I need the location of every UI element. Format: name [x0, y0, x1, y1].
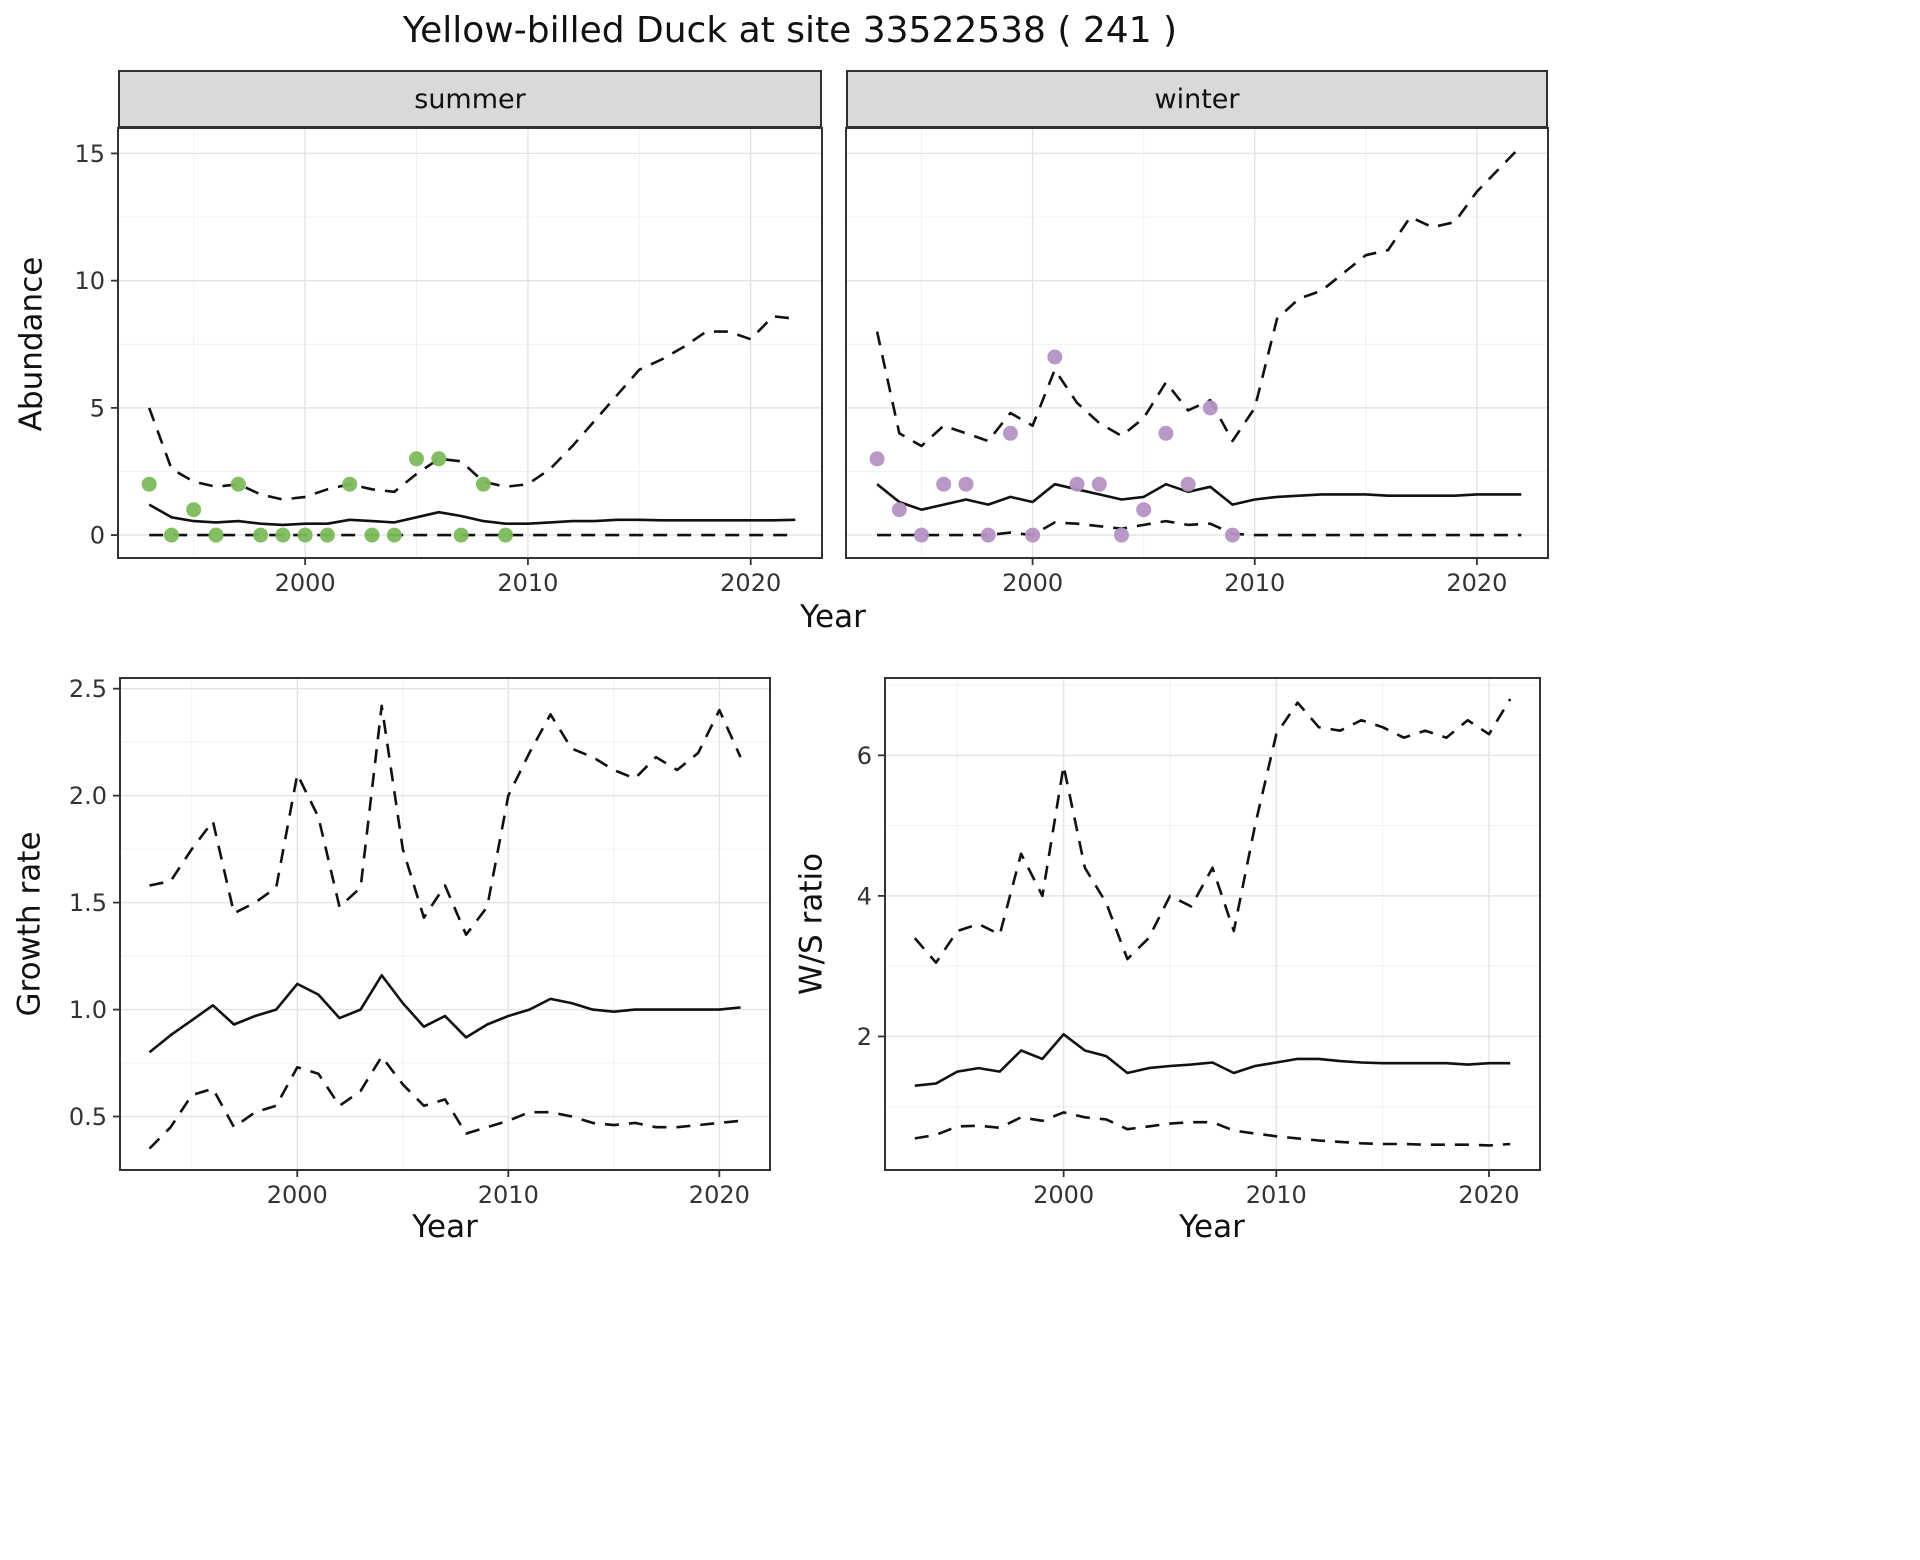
y-tick-label: 1.0: [69, 996, 107, 1024]
x-axis-title-ws-ratio: Year: [1179, 1209, 1245, 1245]
facet-label-summer: summer: [414, 83, 526, 115]
median-line: [148, 503, 796, 527]
y-axis-title-growth-rate: Growth rate: [11, 831, 48, 1017]
y-tick-label: 1.5: [69, 889, 107, 917]
x-tick-label: 2010: [497, 569, 558, 597]
panel-background: [885, 678, 1540, 1170]
lower-ci-line: [148, 1055, 741, 1150]
panel-border: [117, 127, 823, 559]
observed-point: [409, 451, 424, 467]
observed-point: [958, 476, 974, 492]
observed-point: [453, 527, 469, 543]
facet-strip-summer: summer: [118, 70, 822, 128]
y-tick-label: 6: [857, 742, 872, 770]
observed-point: [386, 527, 402, 543]
upper-ci-line: [149, 704, 742, 936]
panel-background: [118, 128, 822, 558]
observed-point: [475, 476, 491, 492]
y-axis-title-ws-ratio: W/S ratio: [793, 852, 830, 996]
x-tick-label: 2000: [267, 1181, 328, 1209]
observed-point: [1114, 527, 1129, 543]
observed-point: [1136, 502, 1152, 518]
y-tick-label: 5: [90, 394, 105, 422]
x-tick-label: 2020: [1458, 1181, 1519, 1209]
x-tick-label: 2010: [1246, 1181, 1307, 1209]
x-tick-label: 2020: [1446, 569, 1507, 597]
observed-point: [1158, 425, 1174, 441]
observed-point: [1047, 349, 1063, 365]
y-tick-label: 15: [74, 140, 105, 168]
panel-abundance-winter: 2000 2010 2020: [836, 126, 1558, 605]
x-tick-label: 2010: [1224, 569, 1285, 597]
observed-point: [1225, 527, 1240, 543]
abundance-winter-svg: 2000 2010 2020: [845, 127, 1549, 597]
x-tick-label: 2000: [1002, 569, 1063, 597]
observed-point: [275, 527, 291, 543]
observed-point: [208, 527, 224, 543]
facet-strip-winter: winter: [846, 70, 1548, 128]
median-line: [148, 974, 741, 1054]
observed-point: [1091, 476, 1107, 492]
observed-point: [297, 527, 313, 543]
observed-point: [141, 476, 157, 492]
y-tick-label: 2.0: [69, 782, 107, 810]
y-tick-label: 0.5: [69, 1103, 107, 1131]
x-tick-label: 2000: [275, 569, 336, 597]
panel-border: [119, 677, 771, 1171]
median-line: [876, 482, 1522, 511]
observed-point: [936, 476, 952, 492]
observed-point: [1025, 527, 1041, 543]
observed-point: [164, 527, 179, 543]
panel-ws-ratio: 2000 2010 2020 2 4 6: [818, 676, 1550, 1222]
x-axis-title-top: Year: [800, 599, 866, 635]
x-tick-label: 2000: [1033, 1181, 1094, 1209]
panel-background: [846, 128, 1548, 558]
x-tick-label: 2010: [478, 1181, 539, 1209]
upper-ci-line: [147, 315, 796, 501]
observed-point: [1069, 476, 1085, 492]
growth-rate-svg: 2000 2010 2020 0.5 1.0 1.5 2.0 2.5: [69, 675, 771, 1209]
x-tick-label: 2020: [720, 569, 781, 597]
observed-point: [1002, 425, 1018, 441]
observed-point: [364, 527, 380, 543]
observed-point: [1180, 476, 1196, 492]
observed-point: [891, 502, 907, 518]
observed-point: [319, 527, 335, 543]
y-tick-label: 2: [857, 1023, 872, 1051]
panel-abundance-summer: 2000 2010 2020 0 5 10 15: [56, 126, 832, 605]
upper-ci-line: [913, 698, 1512, 964]
y-tick-label: 10: [74, 267, 105, 295]
y-axis-title-abundance: Abundance: [13, 256, 50, 432]
chart-title: Yellow-billed Duck at site 33522538 ( 24…: [402, 10, 1178, 51]
upper-ci-line: [875, 144, 1523, 448]
x-tick-label: 2020: [689, 1181, 750, 1209]
median-line: [914, 1033, 1511, 1087]
observed-point: [253, 527, 269, 543]
observed-point: [914, 527, 929, 543]
observed-point: [980, 527, 996, 543]
abundance-summer-svg: 2000 2010 2020 0 5 10 15: [74, 127, 823, 597]
panel-border: [884, 677, 1541, 1171]
x-axis-title-growth-rate: Year: [412, 1209, 478, 1245]
observed-point: [498, 527, 514, 543]
lower-ci-line: [914, 1111, 1511, 1147]
observed-point: [186, 502, 202, 518]
y-tick-label: 2.5: [69, 676, 107, 703]
observed-point: [1202, 400, 1218, 416]
ws-ratio-svg: 2000 2010 2020 2 4 6: [857, 677, 1541, 1209]
facet-label-winter: winter: [1154, 83, 1240, 115]
panel-border: [845, 127, 1549, 559]
observed-point: [230, 476, 246, 492]
observed-point: [869, 451, 885, 467]
y-tick-label: 4: [857, 882, 872, 910]
y-tick-label: 0: [90, 522, 105, 550]
observed-point: [431, 451, 447, 467]
observed-point: [342, 476, 358, 492]
panel-growth-rate: 2000 2010 2020 0.5 1.0 1.5 2.0 2.5: [54, 675, 780, 1222]
